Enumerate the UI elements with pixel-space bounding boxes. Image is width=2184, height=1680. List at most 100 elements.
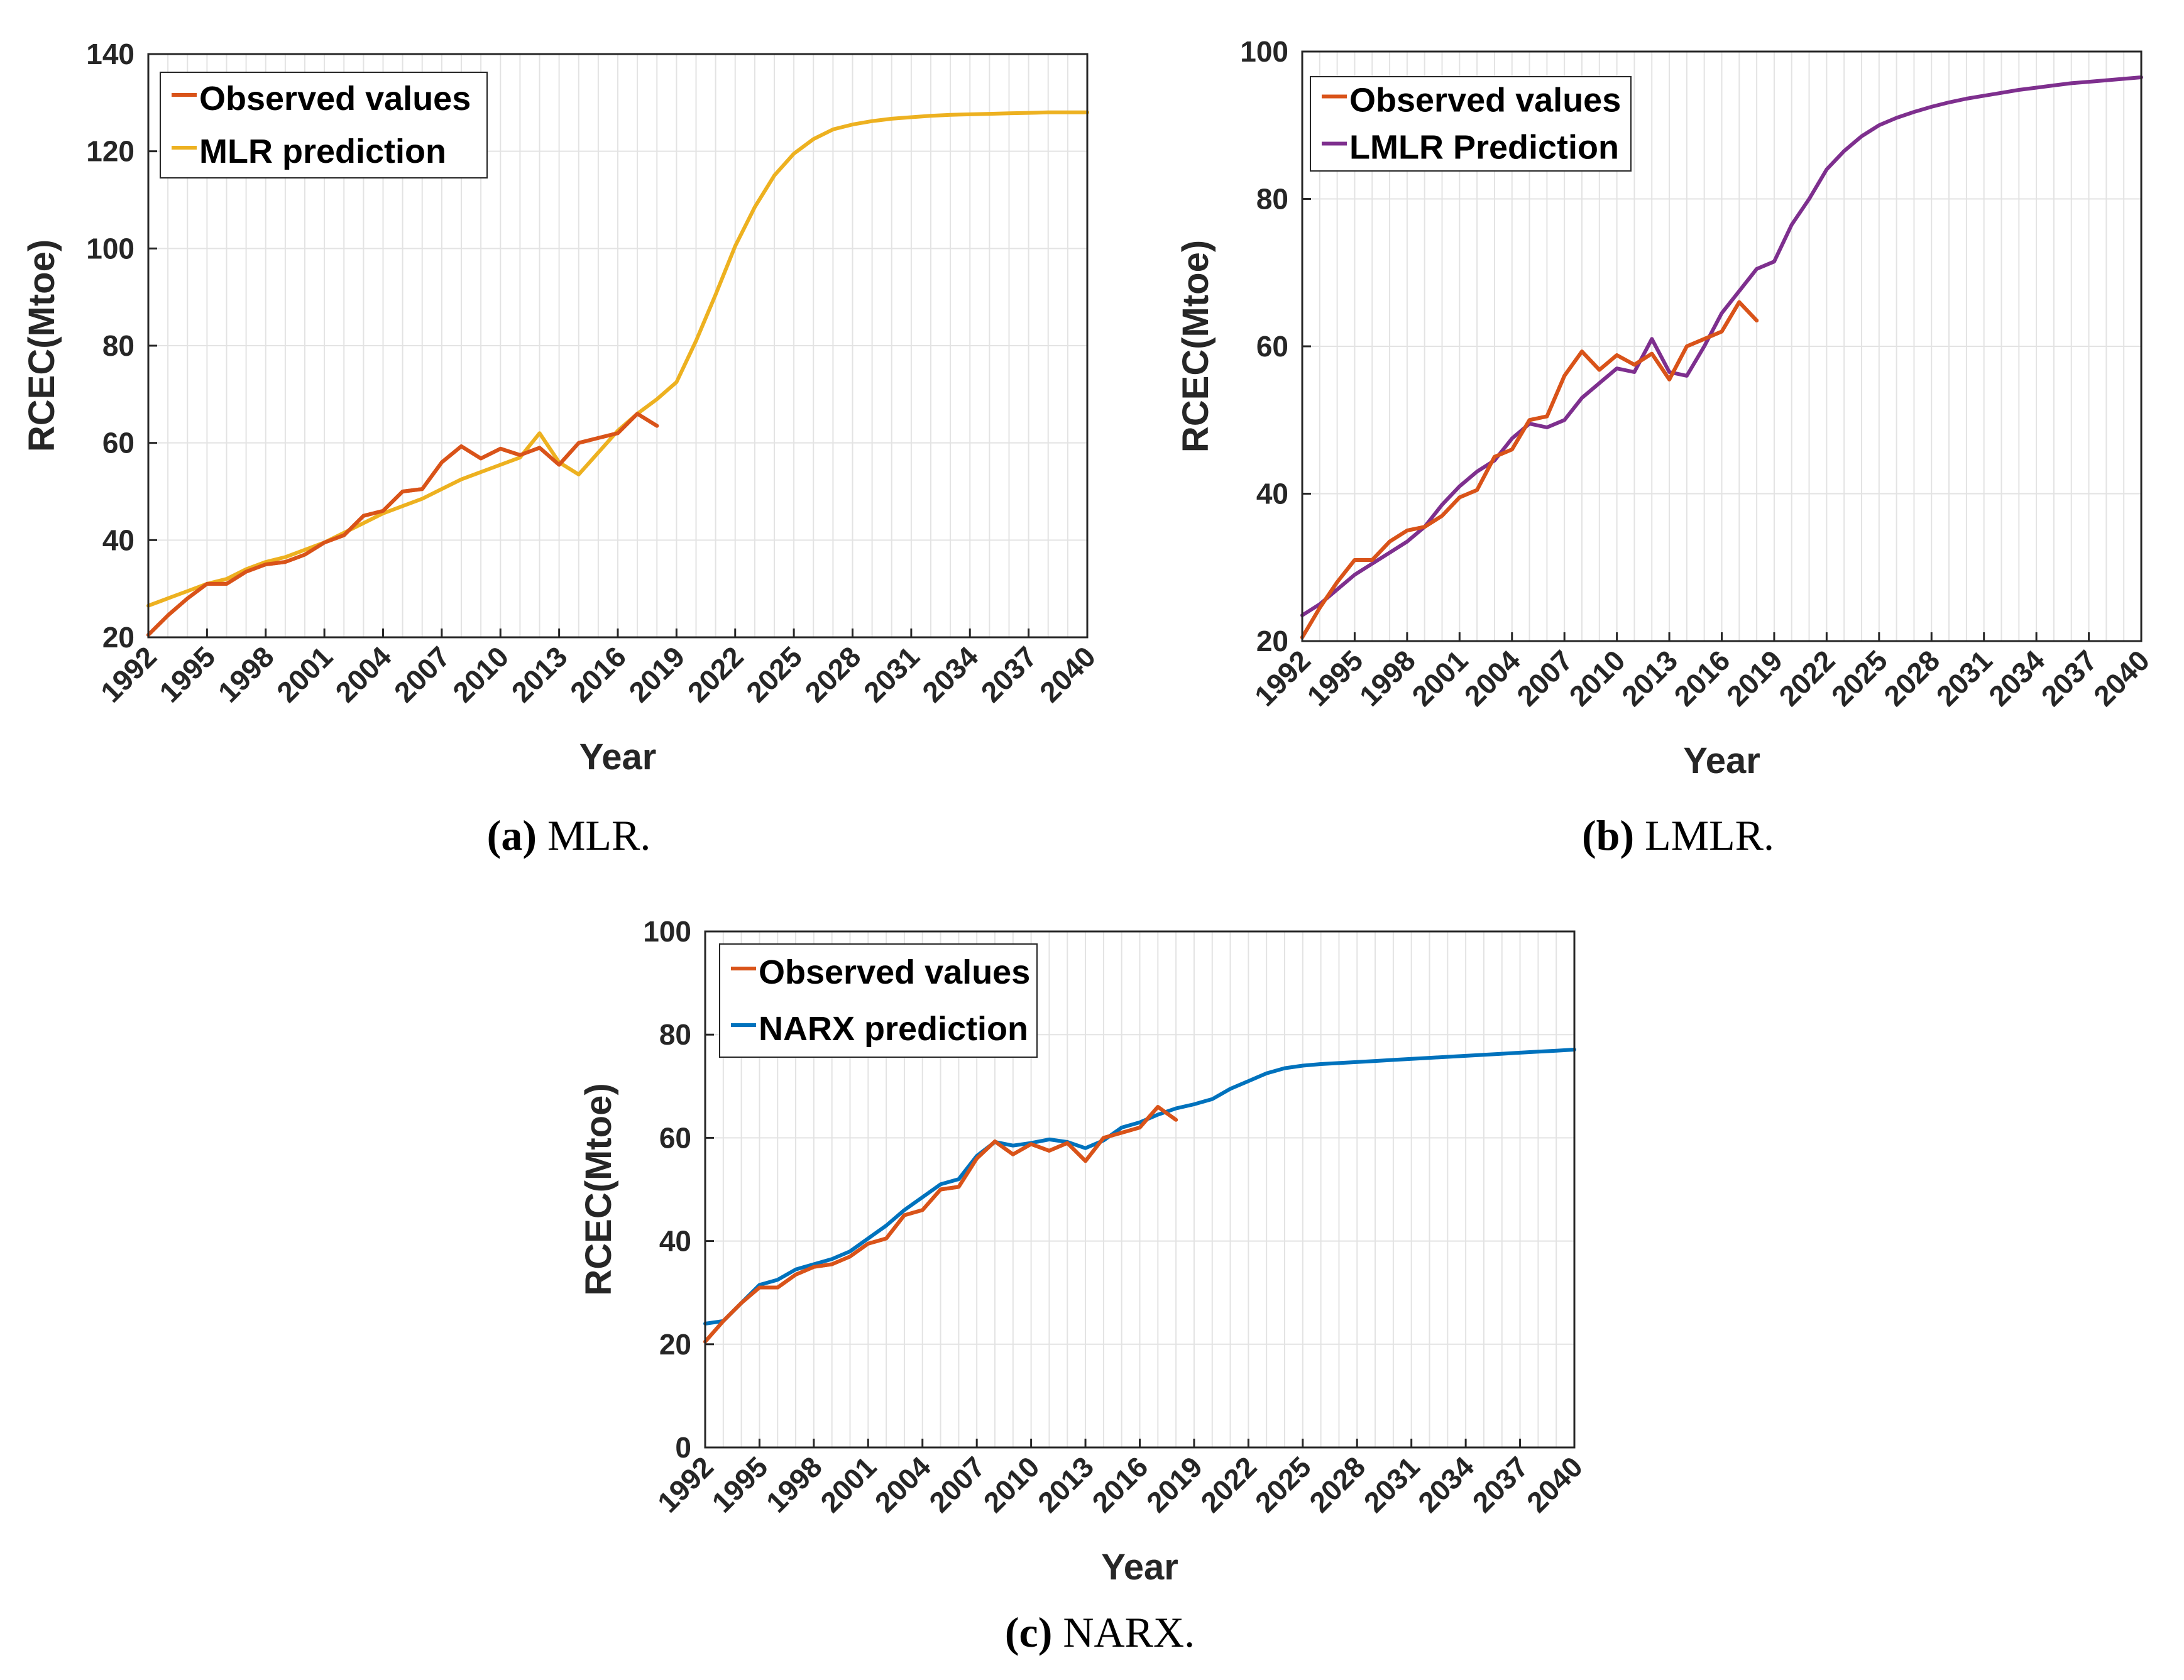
x-tick-label: 2028 [798, 640, 867, 708]
series-line-1 [703, 1048, 1576, 1326]
x-tick-label: 2031 [857, 640, 926, 708]
series-line-observed-overlay [146, 412, 659, 637]
x-tick-label: 2037 [1466, 1450, 1534, 1518]
x-tick-label: 1998 [1353, 644, 1422, 712]
legend: Observed values NARX prediction [719, 943, 1038, 1058]
x-axis-label: Year [1683, 740, 1760, 781]
x-tick-label: 1995 [153, 640, 221, 708]
panel-lmlr: 1992199519982001200420072010201320162019… [1175, 35, 2156, 859]
x-tick-label: 2013 [505, 640, 574, 708]
y-tick-label: 40 [102, 524, 134, 556]
x-tick-label: 2025 [740, 640, 808, 708]
x-tick-label: 2010 [977, 1450, 1046, 1518]
x-tick-label: 1995 [705, 1450, 774, 1518]
y-tick-label: 20 [102, 621, 134, 654]
x-tick-label: 2019 [622, 640, 691, 708]
panel-mlr: 1992199519982001200420072010201320162019… [21, 38, 1102, 859]
x-tick-label: 2004 [869, 1450, 937, 1518]
legend-label: Observed values [759, 953, 1030, 991]
panel-caption: (b) LMLR. [1582, 811, 1774, 859]
x-tick-label: 2010 [446, 640, 515, 708]
y-tick-label: 80 [102, 329, 134, 362]
caption-letter: (a) [487, 811, 537, 859]
x-tick-label: 2016 [1085, 1450, 1154, 1518]
y-axis-label: RCEC(Mtoe) [1175, 240, 1216, 453]
legend-label: Observed values [1349, 82, 1621, 119]
y-tick-label: 100 [1240, 35, 1288, 68]
x-tick-label: 2034 [916, 640, 984, 708]
y-tick-label: 0 [675, 1431, 691, 1464]
x-tick-label: 2040 [2087, 644, 2156, 712]
x-tick-label: 2001 [814, 1450, 882, 1518]
x-tick-label: 2034 [1982, 644, 2051, 712]
x-tick-label: 2019 [1720, 644, 1789, 712]
legend-box [719, 943, 1038, 1058]
x-tick-label: 2010 [1563, 644, 1632, 712]
y-tick-label: 40 [1256, 478, 1288, 510]
x-axis-label: Year [1101, 1547, 1178, 1588]
x-tick-label: 2019 [1140, 1450, 1209, 1518]
y-axis-label: RCEC(Mtoe) [21, 239, 62, 452]
y-tick-label: 60 [1256, 330, 1288, 363]
caption-letter: (b) [1582, 811, 1634, 859]
x-tick-label: 2037 [2034, 644, 2103, 712]
legend-label: NARX prediction [759, 1010, 1028, 1048]
x-tick-label: 1998 [212, 640, 280, 708]
caption-text: NARX. [1052, 1608, 1195, 1656]
x-tick-label: 2025 [1249, 1450, 1317, 1518]
x-tick-label: 2004 [1458, 644, 1527, 712]
x-tick-label: 2007 [388, 640, 456, 708]
x-tick-label: 2013 [1615, 644, 1684, 712]
x-tick-label: 2013 [1031, 1450, 1100, 1518]
x-tick-label: 2028 [1877, 644, 1946, 712]
x-tick-label: 2031 [1930, 644, 1999, 712]
series-line-1 [1300, 75, 2143, 617]
panel-caption: (a) MLR. [487, 811, 651, 859]
x-tick-label: 2040 [1520, 1450, 1589, 1518]
x-tick-label: 2016 [564, 640, 632, 708]
x-tick-label: 1998 [760, 1450, 828, 1518]
y-tick-label: 80 [659, 1018, 691, 1051]
x-tick-label: 2001 [1405, 644, 1474, 712]
x-tick-label: 2040 [1033, 640, 1102, 708]
y-axis-label: RCEC(Mtoe) [578, 1083, 619, 1295]
caption-letter: (c) [1005, 1608, 1052, 1656]
x-tick-label: 2022 [681, 640, 750, 708]
y-tick-label: 100 [643, 915, 691, 948]
legend-label: LMLR Prediction [1349, 129, 1619, 167]
series-line-observed-overlay [1300, 300, 1759, 640]
caption-text: MLR. [537, 811, 650, 859]
x-tick-label: 2004 [329, 640, 397, 708]
y-tick-label: 140 [86, 38, 134, 70]
y-tick-label: 20 [1256, 625, 1288, 657]
series-line-observed-overlay [703, 1105, 1178, 1344]
x-tick-label: 2031 [1358, 1450, 1426, 1518]
legend: Observed values LMLR Prediction [1310, 76, 1632, 172]
y-tick-label: 20 [659, 1328, 691, 1361]
caption-text: LMLR. [1634, 811, 1774, 859]
x-tick-label: 2001 [270, 640, 339, 708]
y-tick-label: 40 [659, 1225, 691, 1258]
y-tick-label: 120 [86, 135, 134, 168]
x-tick-label: 2022 [1772, 644, 1841, 712]
y-tick-label: 100 [86, 232, 134, 265]
y-tick-label: 60 [659, 1121, 691, 1154]
x-tick-label: 2007 [923, 1450, 991, 1518]
x-tick-label: 2037 [975, 640, 1043, 708]
legend: Observed values MLR prediction [160, 72, 488, 178]
legend-label: MLR prediction [199, 133, 446, 170]
panel-caption: (c) NARX. [1005, 1608, 1195, 1656]
x-tick-label: 2034 [1412, 1450, 1480, 1518]
y-tick-label: 60 [102, 427, 134, 459]
x-tick-label: 2022 [1194, 1450, 1263, 1518]
x-tick-label: 2025 [1825, 644, 1894, 712]
y-tick-label: 80 [1256, 183, 1288, 216]
panel-narx: 1992199519982001200420072010201320162019… [578, 915, 1589, 1656]
x-tick-label: 2007 [1510, 644, 1579, 712]
x-tick-label: 1995 [1300, 644, 1369, 712]
x-tick-label: 2028 [1303, 1450, 1371, 1518]
x-axis-label: Year [579, 737, 657, 777]
legend-box [160, 72, 488, 178]
legend-label: Observed values [199, 80, 471, 118]
